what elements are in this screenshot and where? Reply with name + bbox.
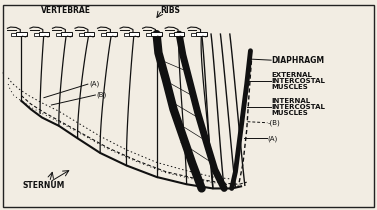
Text: (B): (B) [97, 91, 107, 98]
Bar [84, 32, 94, 36]
Text: INTERCOSTAL: INTERCOSTAL [271, 78, 325, 84]
Bar [11, 33, 16, 35]
Bar [56, 33, 61, 35]
Text: INTERCOSTAL: INTERCOSTAL [271, 104, 325, 110]
Bar [146, 33, 151, 35]
Bar [129, 32, 139, 36]
Bar [61, 32, 72, 36]
Bar [196, 32, 207, 36]
Text: MUSCLES: MUSCLES [271, 110, 308, 116]
Bar [38, 32, 49, 36]
Text: VERTEBRAE: VERTEBRAE [41, 6, 92, 15]
Bar [151, 32, 162, 36]
Bar [106, 32, 117, 36]
Text: (A): (A) [267, 135, 277, 142]
Text: MUSCLES: MUSCLES [271, 84, 308, 90]
Bar [79, 33, 84, 35]
Bar [169, 33, 174, 35]
Text: STERNUM: STERNUM [23, 181, 65, 190]
Text: -(B): -(B) [267, 119, 280, 126]
Bar [16, 32, 27, 36]
Text: RIBS: RIBS [160, 6, 180, 15]
Bar [192, 33, 196, 35]
Bar [124, 33, 129, 35]
Text: (A): (A) [89, 81, 99, 87]
Bar [174, 32, 184, 36]
Text: EXTERNAL: EXTERNAL [271, 72, 312, 78]
Bar [101, 33, 106, 35]
Text: INTERNAL: INTERNAL [271, 98, 310, 104]
Text: DIAPHRAGM: DIAPHRAGM [271, 56, 324, 65]
Bar [34, 33, 38, 35]
